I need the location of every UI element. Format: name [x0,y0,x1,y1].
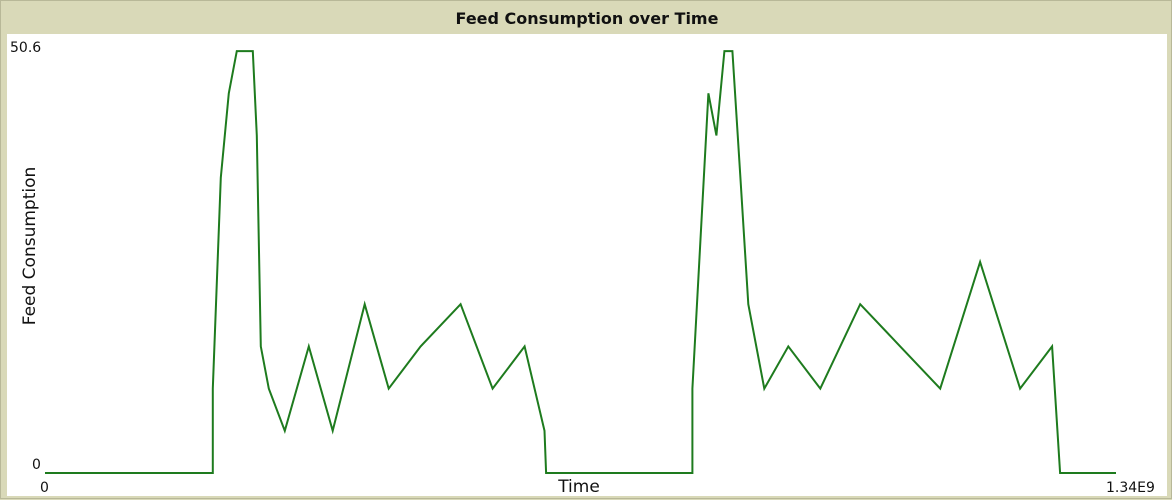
chart-title: Feed Consumption over Time [455,9,719,28]
x-tick-right: 1.34E9 [1106,480,1155,496]
x-tick-left: 0 [40,480,49,496]
series-line-0 [45,50,1116,474]
series-group [45,50,1116,474]
y-tick-top: 50.6 [10,40,41,56]
y-axis-label: Feed Consumption [20,167,40,326]
plot-area [7,34,1167,496]
y-tick-bottom: 0 [32,457,41,473]
x-axis-label: Time [557,477,600,497]
